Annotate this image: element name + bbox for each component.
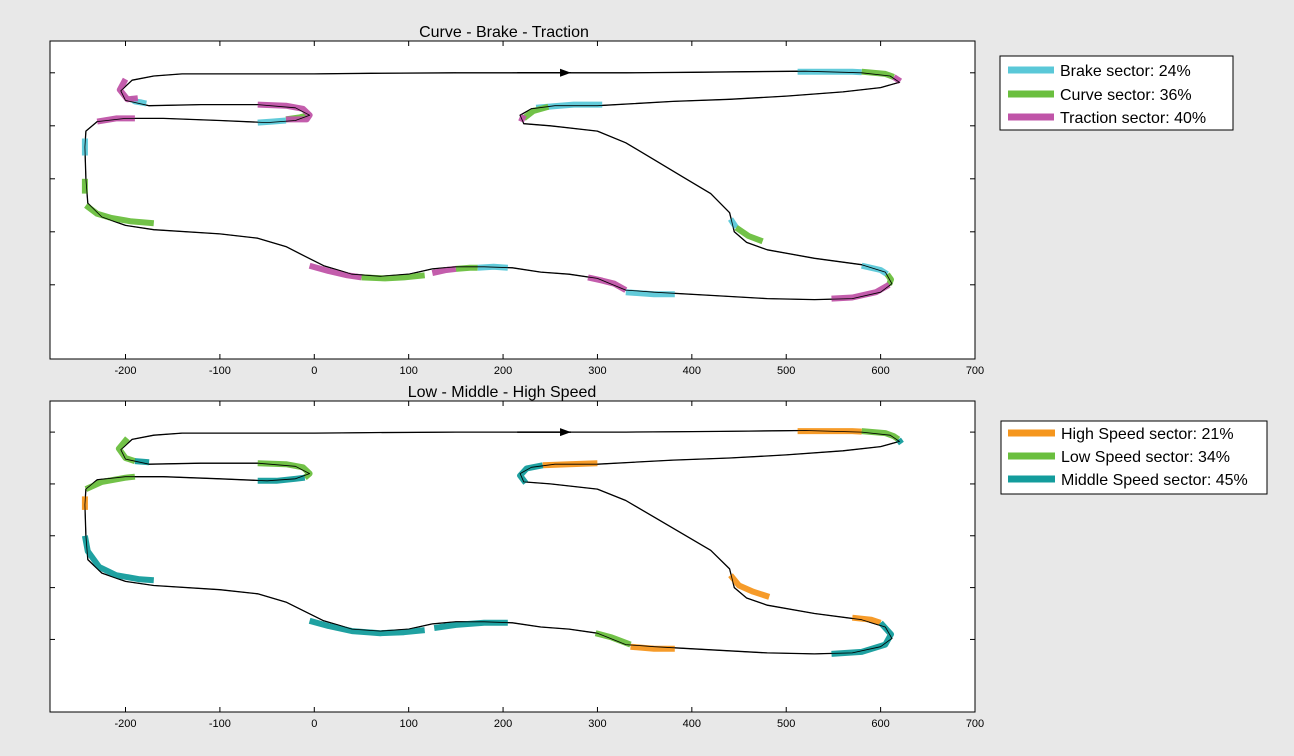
sector-traction bbox=[431, 265, 457, 277]
x-tick-label: -200 bbox=[114, 365, 136, 377]
legend-label-middle-speed: Middle Speed sector: 45% bbox=[1061, 472, 1248, 489]
sector-curve bbox=[861, 68, 895, 80]
sector-low bbox=[257, 460, 313, 480]
sector-low bbox=[861, 428, 901, 442]
legend-label-traction: Traction sector: 40% bbox=[1060, 110, 1206, 127]
sector-traction bbox=[831, 282, 891, 302]
x-tick-label: 0 bbox=[311, 365, 317, 377]
sector-curve bbox=[521, 103, 550, 121]
sector-curve bbox=[84, 202, 155, 227]
legend: Brake sector: 24% Curve sector: 36% Trac… bbox=[999, 55, 1234, 131]
sector-traction bbox=[116, 77, 139, 103]
sector-curve bbox=[884, 272, 894, 286]
x-tick-label: 400 bbox=[683, 718, 701, 730]
x-tick-label: 0 bbox=[311, 718, 317, 730]
sector-middle bbox=[896, 437, 904, 446]
sector-layer bbox=[81, 428, 904, 657]
axis-layer: -200 -100 0 100 200 300 400 500 600 700 bbox=[50, 41, 984, 377]
plot-area bbox=[49, 40, 976, 360]
x-tick-label: 300 bbox=[588, 365, 606, 377]
legend-label-low-speed: Low Speed sector: 34% bbox=[1061, 449, 1230, 466]
chart-curve-brake-traction: Curve - Brake - Traction -200 -100 0 100 200… bbox=[49, 24, 1234, 377]
sector-curve bbox=[361, 272, 426, 282]
chart-title: Curve - Brake - Traction bbox=[419, 24, 589, 41]
sector-middle bbox=[308, 617, 426, 637]
x-tick-label: 400 bbox=[683, 365, 701, 377]
x-tick-label: -100 bbox=[209, 365, 231, 377]
x-tick-label: -100 bbox=[209, 718, 231, 730]
sector-curve bbox=[455, 264, 478, 272]
sector-high bbox=[630, 643, 675, 652]
x-tick-label: -200 bbox=[114, 718, 136, 730]
x-tick-label: 300 bbox=[588, 718, 606, 730]
x-tick-label: 200 bbox=[494, 365, 512, 377]
x-tick-label: 600 bbox=[871, 365, 889, 377]
sector-low bbox=[84, 473, 136, 492]
legend-label-high-speed: High Speed sector: 21% bbox=[1061, 426, 1234, 443]
x-tick-label: 700 bbox=[966, 365, 984, 377]
sector-traction bbox=[308, 262, 362, 281]
sector-curve bbox=[734, 225, 764, 245]
x-tick-label: 500 bbox=[777, 365, 795, 377]
sector-brake bbox=[861, 262, 889, 277]
sector-middle bbox=[433, 619, 508, 631]
sector-high bbox=[728, 573, 771, 600]
chart-title: Low - Middle - High Speed bbox=[408, 384, 597, 401]
sector-traction bbox=[518, 113, 527, 123]
x-tick-label: 200 bbox=[494, 718, 512, 730]
x-tick-label: 100 bbox=[399, 365, 417, 377]
x-tick-label: 100 bbox=[399, 718, 417, 730]
legend: High Speed sector: 21% Low Speed sector:… bbox=[1000, 420, 1268, 495]
x-tick-label: 500 bbox=[777, 718, 795, 730]
sector-traction bbox=[892, 74, 903, 84]
sector-layer bbox=[81, 68, 903, 302]
x-tick-label: 700 bbox=[966, 718, 984, 730]
chart-low-middle-high-speed: Low - Middle - High Speed -200 -100 0 100 20… bbox=[49, 384, 1268, 730]
x-tick-label: 600 bbox=[871, 718, 889, 730]
sector-traction bbox=[257, 101, 313, 123]
plot-area bbox=[49, 400, 976, 713]
axis-layer: -200 -100 0 100 200 300 400 500 600 700 bbox=[50, 401, 984, 730]
sector-high bbox=[851, 614, 882, 626]
track-centerline bbox=[84, 70, 900, 301]
legend-label-brake: Brake sector: 24% bbox=[1060, 63, 1191, 80]
legend-label-curve: Curve sector: 36% bbox=[1060, 87, 1192, 104]
track-centerline bbox=[84, 430, 900, 655]
sector-traction bbox=[587, 274, 628, 293]
sector-brake bbox=[625, 289, 675, 298]
